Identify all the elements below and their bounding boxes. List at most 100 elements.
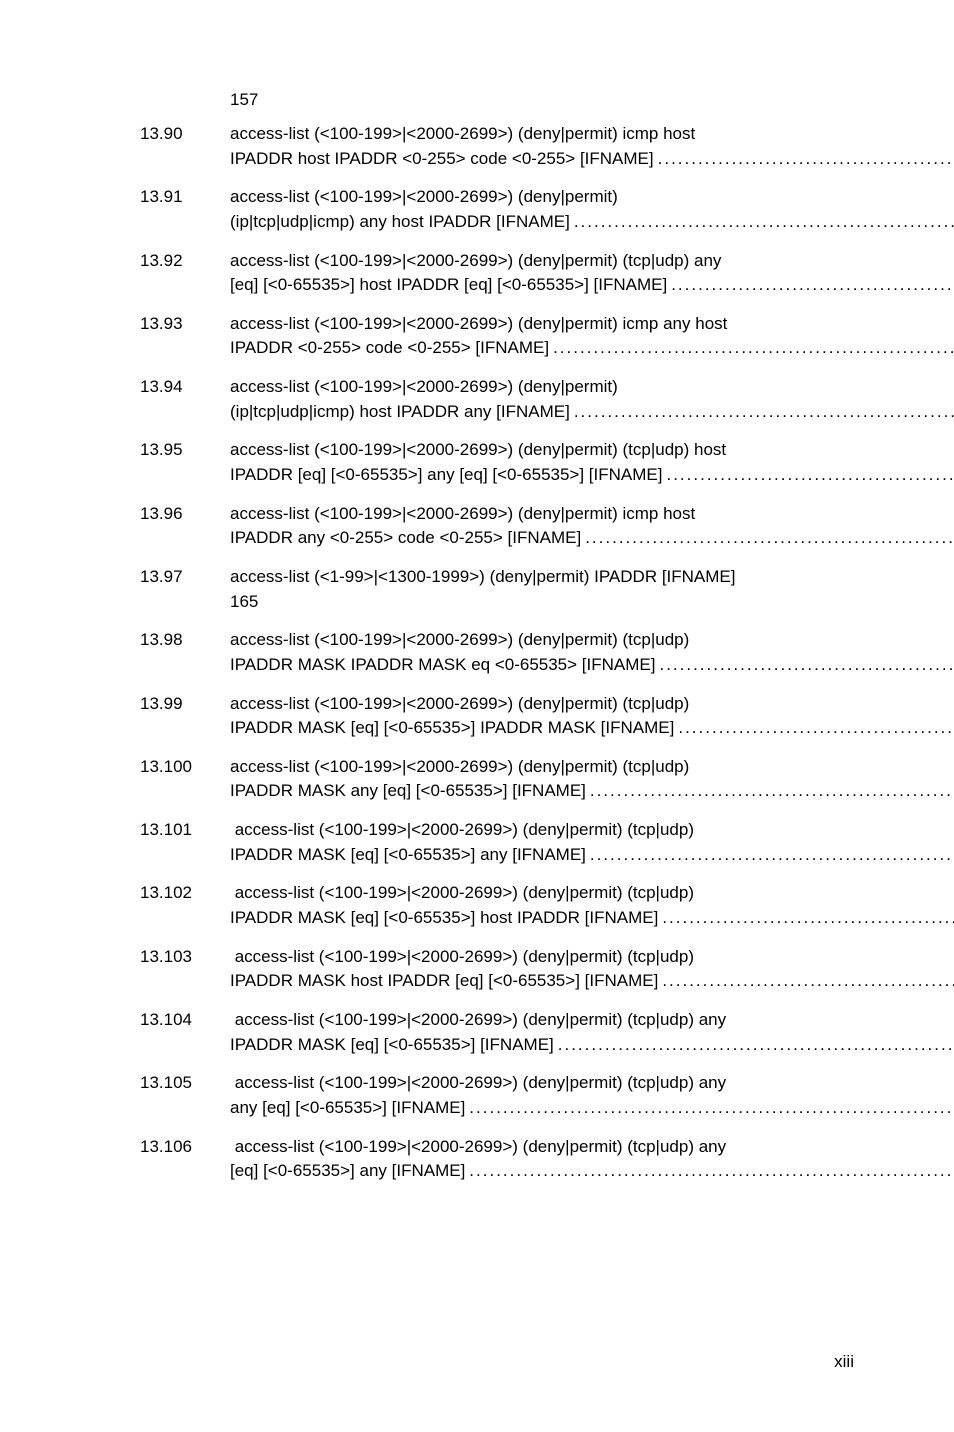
entry-body: access-list (<100-199>|<2000-2699>) (den… (230, 502, 954, 551)
entry-last-text: [eq] [<0-65535>] any [IFNAME] (230, 1159, 465, 1184)
section-number: 13.103 (140, 945, 230, 994)
leader-dots: ........................................… (465, 1096, 954, 1121)
entry-last-text: IPADDR MASK host IPADDR [eq] [<0-65535>]… (230, 969, 658, 994)
entry-last-text: [eq] [<0-65535>] host IPADDR [eq] [<0-65… (230, 273, 667, 298)
leader-dots: ........................................… (586, 843, 954, 868)
entry-last-text: IPADDR MASK [eq] [<0-65535>] any [IFNAME… (230, 843, 586, 868)
entry-text-line: access-list (<100-199>|<2000-2699>) (den… (230, 502, 954, 527)
entry-body: access-list (<100-199>|<2000-2699>) (den… (230, 1008, 954, 1057)
toc-entry: 13.96access-list (<100-199>|<2000-2699>)… (140, 502, 854, 551)
leader-dots: ........................................… (554, 1033, 954, 1058)
entry-last-text: IPADDR MASK [eq] [<0-65535>] [IFNAME] (230, 1033, 554, 1058)
toc-entry: 13.104 access-list (<100-199>|<2000-2699… (140, 1008, 854, 1057)
entry-last-text: IPADDR MASK any [eq] [<0-65535>] [IFNAME… (230, 779, 586, 804)
leader-dots: ........................................… (654, 147, 954, 172)
leader-dots: ........................................… (465, 1159, 954, 1184)
section-number: 13.98 (140, 628, 230, 677)
entry-last-text: (ip|tcp|udp|icmp) host IPADDR any [IFNAM… (230, 400, 570, 425)
entry-body: access-list (<100-199>|<2000-2699>) (den… (230, 818, 954, 867)
entry-body: access-list (<100-199>|<2000-2699>) (den… (230, 628, 954, 677)
leader-dots: ........................................… (658, 906, 954, 931)
entry-text-line: access-list (<100-199>|<2000-2699>) (den… (230, 185, 954, 210)
entry-body: access-list (<100-199>|<2000-2699>) (den… (230, 881, 954, 930)
toc-entry: 13.105 access-list (<100-199>|<2000-2699… (140, 1071, 854, 1120)
entry-last-line: 165 (230, 590, 854, 615)
entry-last-text: IPADDR <0-255> code <0-255> [IFNAME] (230, 336, 549, 361)
entry-text-line: access-list (<100-199>|<2000-2699>) (den… (230, 692, 954, 717)
toc-entry: 13.100access-list (<100-199>|<2000-2699>… (140, 755, 854, 804)
leader-dots: ........................................… (674, 716, 954, 741)
entry-last-line: any [eq] [<0-65535>] [IFNAME]...........… (230, 1096, 954, 1121)
section-number: 13.92 (140, 249, 230, 298)
section-number: 13.96 (140, 502, 230, 551)
entry-last-line: IPADDR [eq] [<0-65535>] any [eq] [<0-655… (230, 463, 954, 488)
toc-entry: 13.101 access-list (<100-199>|<2000-2699… (140, 818, 854, 867)
entry-last-line: IPADDR any <0-255> code <0-255> [IFNAME]… (230, 526, 954, 551)
entry-body: access-list (<100-199>|<2000-2699>) (den… (230, 438, 954, 487)
entry-last-line: [eq] [<0-65535>] any [IFNAME]...........… (230, 1159, 954, 1184)
entry-body: access-list (<100-199>|<2000-2699>) (den… (230, 375, 954, 424)
leader-dots: ........................................… (586, 779, 954, 804)
entry-last-line: IPADDR MASK any [eq] [<0-65535>] [IFNAME… (230, 779, 954, 804)
entry-text-line: access-list (<100-199>|<2000-2699>) (den… (230, 945, 954, 970)
entry-text-line: access-list (<100-199>|<2000-2699>) (den… (230, 755, 954, 780)
section-number: 13.95 (140, 438, 230, 487)
section-number: 13.101 (140, 818, 230, 867)
leader-dots: ........................................… (662, 463, 954, 488)
entry-text-line: access-list (<100-199>|<2000-2699>) (den… (230, 1135, 954, 1160)
entry-last-line: IPADDR MASK [eq] [<0-65535>] host IPADDR… (230, 906, 954, 931)
leader-dots: ........................................… (655, 653, 954, 678)
entry-body: access-list (<100-199>|<2000-2699>) (den… (230, 1135, 954, 1184)
entry-text-line: access-list (<100-199>|<2000-2699>) (den… (230, 881, 954, 906)
leader-dots: ........................................… (581, 526, 954, 551)
entry-last-line: IPADDR MASK [eq] [<0-65535>] [IFNAME]...… (230, 1033, 954, 1058)
entry-last-text: 165 (230, 590, 258, 615)
entry-text-line: access-list (<100-199>|<2000-2699>) (den… (230, 1008, 954, 1033)
entry-last-line: IPADDR MASK host IPADDR [eq] [<0-65535>]… (230, 969, 954, 994)
entry-text-line: access-list (<100-199>|<2000-2699>) (den… (230, 438, 954, 463)
entry-last-text: any [eq] [<0-65535>] [IFNAME] (230, 1096, 465, 1121)
toc-entry: 13.91access-list (<100-199>|<2000-2699>)… (140, 185, 854, 234)
entry-last-line: IPADDR MASK [eq] [<0-65535>] IPADDR MASK… (230, 716, 954, 741)
entry-text-line: access-list (<100-199>|<2000-2699>) (den… (230, 818, 954, 843)
page-number: xiii (834, 1352, 854, 1372)
leader-dots: ........................................… (549, 336, 954, 361)
toc-entry: 13.97access-list (<1-99>|<1300-1999>) (d… (140, 565, 854, 614)
leader-dots: ........................................… (570, 400, 954, 425)
entry-body: access-list (<1-99>|<1300-1999>) (deny|p… (230, 565, 854, 614)
entry-last-line: [eq] [<0-65535>] host IPADDR [eq] [<0-65… (230, 273, 954, 298)
section-number: 13.100 (140, 755, 230, 804)
entry-last-line: IPADDR host IPADDR <0-255> code <0-255> … (230, 147, 954, 172)
entry-body: access-list (<100-199>|<2000-2699>) (den… (230, 249, 954, 298)
toc-entry: 13.94access-list (<100-199>|<2000-2699>)… (140, 375, 854, 424)
entry-body: access-list (<100-199>|<2000-2699>) (den… (230, 692, 954, 741)
entry-body: access-list (<100-199>|<2000-2699>) (den… (230, 755, 954, 804)
toc-entry: 13.102 access-list (<100-199>|<2000-2699… (140, 881, 854, 930)
entry-last-text: IPADDR [eq] [<0-65535>] any [eq] [<0-655… (230, 463, 662, 488)
entry-body: access-list (<100-199>|<2000-2699>) (den… (230, 312, 954, 361)
section-number: 13.99 (140, 692, 230, 741)
leader-dots: ........................................… (667, 273, 954, 298)
toc-entry: 13.95access-list (<100-199>|<2000-2699>)… (140, 438, 854, 487)
toc-entry: 13.106 access-list (<100-199>|<2000-2699… (140, 1135, 854, 1184)
entry-last-text: (ip|tcp|udp|icmp) any host IPADDR [IFNAM… (230, 210, 570, 235)
toc-entry: 13.98access-list (<100-199>|<2000-2699>)… (140, 628, 854, 677)
toc-entry: 13.90access-list (<100-199>|<2000-2699>)… (140, 122, 854, 171)
entry-text-line: access-list (<100-199>|<2000-2699>) (den… (230, 628, 954, 653)
entry-last-text: IPADDR MASK IPADDR MASK eq <0-65535> [IF… (230, 653, 655, 678)
entry-last-line: IPADDR <0-255> code <0-255> [IFNAME]....… (230, 336, 954, 361)
section-number: 13.90 (140, 122, 230, 171)
entry-last-text: IPADDR host IPADDR <0-255> code <0-255> … (230, 147, 654, 172)
section-number: 13.93 (140, 312, 230, 361)
leader-dots: ........................................… (658, 969, 954, 994)
entry-last-line: IPADDR MASK IPADDR MASK eq <0-65535> [IF… (230, 653, 954, 678)
toc-entry: 13.103 access-list (<100-199>|<2000-2699… (140, 945, 854, 994)
entry-last-text: IPADDR MASK [eq] [<0-65535>] host IPADDR… (230, 906, 658, 931)
entry-text-line: access-list (<100-199>|<2000-2699>) (den… (230, 249, 954, 274)
page-content: 157 13.90access-list (<100-199>|<2000-26… (0, 0, 954, 1258)
entry-text-line: access-list (<100-199>|<2000-2699>) (den… (230, 122, 954, 147)
entry-text-line: access-list (<100-199>|<2000-2699>) (den… (230, 312, 954, 337)
section-number: 13.97 (140, 565, 230, 614)
entry-last-text: IPADDR MASK [eq] [<0-65535>] IPADDR MASK… (230, 716, 674, 741)
toc-entries: 13.90access-list (<100-199>|<2000-2699>)… (140, 122, 854, 1184)
